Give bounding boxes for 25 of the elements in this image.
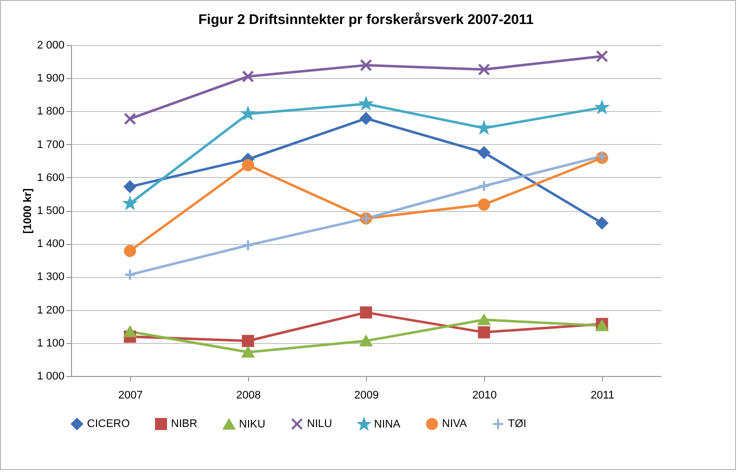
x-tick-label: 2011 — [590, 390, 614, 402]
legend-label: NIVA — [442, 418, 468, 430]
legend-label: TØI — [508, 418, 526, 430]
y-axis-title: [1000 kr] — [22, 188, 34, 234]
y-tick-label: 1 900 — [36, 72, 64, 85]
legend-label: NIKU — [239, 418, 266, 430]
x-tick-label: 2009 — [354, 390, 379, 402]
y-tick-label: 1 000 — [36, 370, 64, 382]
legend-label: NILU — [307, 418, 332, 430]
y-tick-label: 1 200 — [36, 304, 64, 316]
y-tick-label: 1 700 — [36, 138, 64, 151]
x-tick-label: 2010 — [472, 390, 497, 402]
y-tick-label: 1 600 — [36, 172, 64, 184]
y-tick-label: 1 400 — [36, 238, 64, 250]
y-tick-label: 2 000 — [36, 40, 64, 52]
legend-label: NINA — [374, 418, 401, 430]
legend-label: NIBR — [171, 418, 198, 430]
y-tick-label: 1 300 — [36, 271, 64, 284]
y-tick-label: 1 100 — [36, 337, 64, 350]
y-tick-label: 1 500 — [36, 205, 64, 217]
y-tick-label: 1 800 — [36, 106, 64, 118]
chart-title: Figur 2 Driftsinntekter pr forskerårsverk 2007-2011 — [198, 11, 534, 27]
x-tick-label: 2007 — [118, 390, 143, 402]
x-tick-label: 2008 — [236, 390, 261, 402]
legend-label: CICERO — [87, 418, 130, 430]
